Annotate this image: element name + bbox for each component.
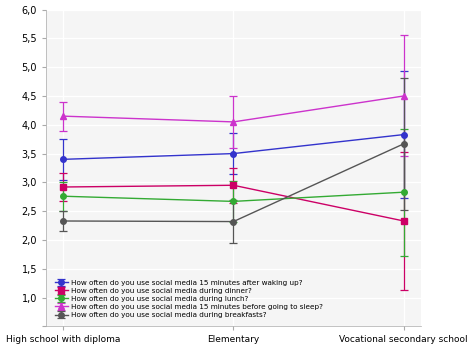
Legend: How often do you use social media 15 minutes after waking up?, How often do you : How often do you use social media 15 min…	[54, 278, 324, 320]
